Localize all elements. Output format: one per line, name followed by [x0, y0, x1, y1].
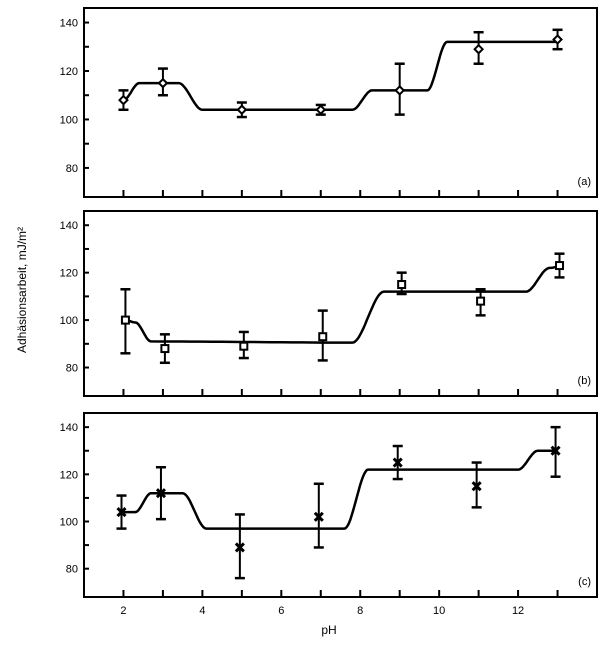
- data-point: [234, 513, 245, 580]
- y-tick-label: 120: [60, 469, 78, 481]
- marker-x: [392, 457, 403, 468]
- marker-diamond: [157, 77, 169, 89]
- data-point: [118, 89, 129, 112]
- panel-a: 80 100 120 140 (a): [60, 7, 598, 198]
- panel-c: 80 100 120 140 2 4 6 8 10 12 (c): [60, 412, 598, 617]
- y-tick-label: 80: [66, 564, 78, 576]
- data-point: [317, 309, 328, 362]
- marker-x: [155, 488, 167, 499]
- y-tick-label: 140: [60, 18, 78, 30]
- data-point: [116, 494, 127, 530]
- data-point: [313, 482, 324, 549]
- data-point: [471, 461, 482, 509]
- x-tick-label: 12: [512, 605, 524, 617]
- y-axis-label: Adhäsionsarbeit, mJ/m²: [15, 227, 29, 353]
- data-point: [315, 103, 327, 116]
- plot-frame: [83, 7, 598, 198]
- data-point: [473, 30, 485, 65]
- marker-square: [318, 332, 328, 342]
- marker-diamond: [236, 104, 248, 116]
- x-tick-label: 8: [357, 605, 363, 617]
- y-tick-label: 80: [66, 163, 78, 175]
- panel-label: (a): [578, 176, 591, 188]
- marker-x: [234, 542, 245, 553]
- data-point: [475, 288, 486, 317]
- x-tick-label: 4: [199, 605, 205, 617]
- x-tick-label: 2: [120, 605, 126, 617]
- data-point: [120, 288, 131, 355]
- marker-x: [313, 511, 324, 522]
- data-point: [157, 67, 169, 97]
- data-point: [236, 101, 248, 119]
- data-point: [392, 444, 403, 481]
- y-tick-label: 100: [60, 315, 78, 327]
- fit-curve: [121, 449, 556, 530]
- marker-square: [239, 341, 249, 351]
- marker-square: [555, 261, 565, 271]
- data-point: [550, 425, 561, 478]
- y-tick-label: 100: [60, 517, 78, 529]
- panel-label: (b): [578, 375, 591, 387]
- marker-diamond: [473, 43, 485, 55]
- marker-square: [120, 315, 130, 325]
- data-point: [155, 466, 167, 521]
- y-tick-label: 120: [60, 268, 78, 280]
- panel-b: 80 100 120 140 (b): [60, 210, 598, 397]
- data-point: [238, 330, 249, 360]
- y-tick-label: 120: [60, 66, 78, 78]
- data-point: [396, 271, 407, 296]
- marker-x: [471, 481, 482, 492]
- plot-frame: [83, 210, 598, 397]
- y-tick-label: 140: [60, 220, 78, 232]
- fit-curve: [123, 40, 558, 112]
- marker-square: [160, 344, 170, 354]
- marker-x: [550, 445, 561, 456]
- x-axis-label: pH: [321, 623, 336, 637]
- y-tick-label: 80: [66, 363, 78, 375]
- data-point: [554, 252, 565, 279]
- data-point: [394, 62, 406, 116]
- marker-square: [397, 280, 407, 290]
- fit-curve: [125, 265, 560, 344]
- x-tick-label: 6: [278, 605, 284, 617]
- data-point: [552, 28, 563, 51]
- marker-x: [116, 507, 127, 518]
- data-point: [159, 333, 170, 365]
- y-tick-label: 140: [60, 422, 78, 434]
- marker-diamond: [552, 34, 563, 45]
- panel-label: (c): [578, 576, 591, 588]
- x-tick-label: 10: [433, 605, 445, 617]
- marker-diamond: [315, 104, 327, 116]
- y-tick-label: 100: [60, 114, 78, 126]
- marker-diamond: [118, 94, 129, 106]
- plot-frame: [83, 412, 598, 598]
- marker-diamond: [394, 84, 406, 96]
- marker-square: [476, 296, 486, 306]
